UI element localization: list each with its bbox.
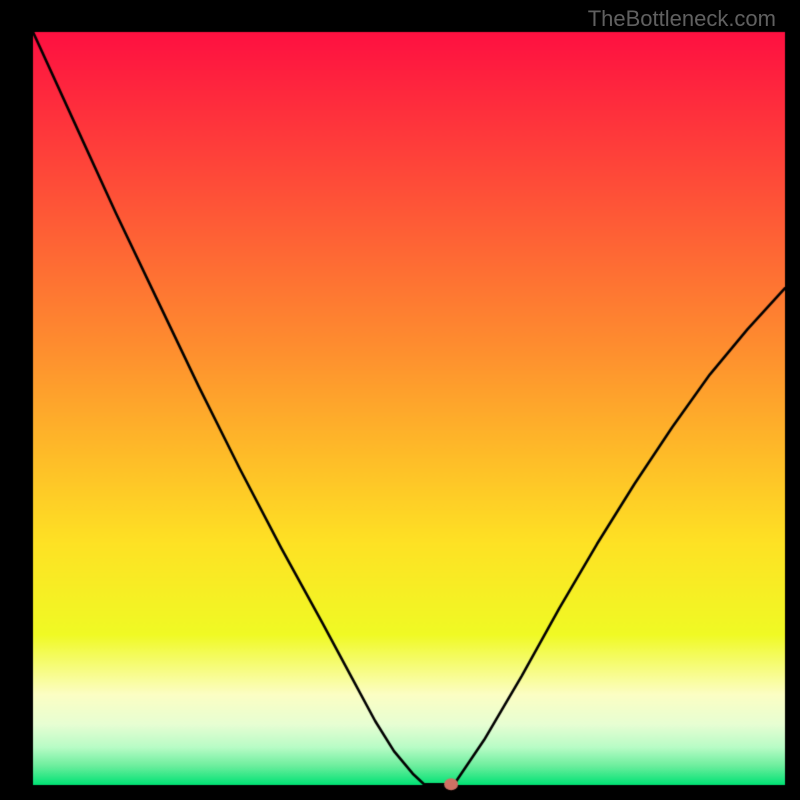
bottleneck-chart-canvas bbox=[0, 0, 800, 800]
